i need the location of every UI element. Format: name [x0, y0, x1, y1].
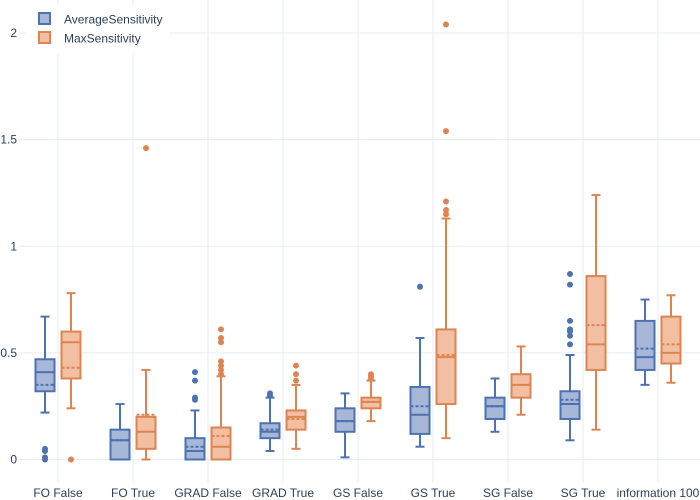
y-tick-label: 2	[10, 26, 17, 40]
box-averagesensitivity-sg-false[interactable]	[484, 377, 506, 433]
outlier-point[interactable]	[293, 377, 299, 384]
x-tick-label: GS True	[411, 486, 456, 500]
outlier-point[interactable]	[218, 334, 224, 341]
box-iqr	[634, 319, 656, 371]
box-iqr	[135, 415, 157, 450]
box-maxsensitivity-gs-true[interactable]	[435, 21, 457, 440]
outlier-point[interactable]	[417, 283, 423, 290]
y-tick-label: 1	[10, 239, 17, 253]
box-maxsensitivity-information-100[interactable]	[660, 294, 682, 384]
outlier-point[interactable]	[293, 362, 299, 369]
box-iqr	[510, 373, 532, 399]
x-tick-label: SG True	[561, 486, 606, 500]
box-maxsensitivity-fo-false[interactable]	[60, 292, 82, 463]
x-tick-label: SG False	[483, 486, 533, 500]
box-iqr	[285, 409, 307, 431]
outlier-point[interactable]	[443, 21, 449, 28]
x-tick-label: information 100	[617, 486, 700, 500]
box-averagesensitivity-grad-true[interactable]	[259, 390, 281, 452]
box-averagesensitivity-gs-true[interactable]	[409, 283, 431, 448]
outlier-point[interactable]	[293, 371, 299, 378]
outlier-point[interactable]	[42, 454, 48, 461]
y-axis-ticks: 0 0.5 1 1.5 2	[0, 26, 17, 467]
box-maxsensitivity-fo-true[interactable]	[135, 145, 157, 461]
outlier-point[interactable]	[218, 366, 224, 373]
outlier-point[interactable]	[368, 371, 374, 378]
box-iqr	[34, 358, 56, 393]
legend-label-max-sensitivity[interactable]: MaxSensitivity	[64, 32, 141, 46]
x-tick-label: GS False	[333, 486, 383, 500]
legend-label-average-sensitivity[interactable]: AverageSensitivity	[64, 13, 163, 27]
y-tick-label: 0	[10, 453, 17, 467]
outlier-point[interactable]	[267, 390, 273, 397]
box-groups	[34, 21, 682, 463]
box-maxsensitivity-gs-false[interactable]	[360, 371, 382, 423]
outlier-point[interactable]	[567, 326, 573, 333]
x-tick-label: FO True	[111, 486, 155, 500]
x-tick-label: GRAD False	[174, 486, 242, 500]
outlier-point[interactable]	[443, 198, 449, 205]
y-tick-label: 1.5	[0, 133, 17, 147]
outlier-point[interactable]	[443, 128, 449, 135]
outlier-point[interactable]	[218, 358, 224, 365]
grid-lines	[19, 0, 700, 483]
x-axis-ticks: FO False FO True GRAD False GRAD True GS Fal…	[33, 486, 699, 500]
outlier-point[interactable]	[42, 445, 48, 452]
outlier-point[interactable]	[218, 371, 224, 378]
box-iqr	[184, 437, 206, 461]
outlier-point[interactable]	[68, 456, 74, 463]
x-tick-label: FO False	[33, 486, 83, 500]
legend-swatch-average-sensitivity[interactable]	[38, 12, 51, 25]
box-averagesensitivity-sg-true[interactable]	[559, 270, 581, 442]
outlier-point[interactable]	[192, 394, 198, 401]
outlier-point[interactable]	[443, 206, 449, 213]
box-maxsensitivity-sg-true[interactable]	[585, 194, 607, 431]
box-iqr	[484, 396, 506, 420]
box-iqr	[60, 330, 82, 380]
box-iqr	[109, 428, 131, 461]
outlier-point[interactable]	[218, 339, 224, 346]
outlier-point[interactable]	[443, 211, 449, 218]
box-maxsensitivity-grad-false[interactable]	[210, 326, 232, 461]
x-tick-label: GRAD True	[252, 486, 314, 500]
box-iqr	[259, 422, 281, 440]
legend-swatch-max-sensitivity[interactable]	[38, 31, 51, 44]
box-iqr	[334, 407, 356, 433]
outlier-point[interactable]	[192, 377, 198, 384]
outlier-point[interactable]	[567, 281, 573, 288]
box-averagesensitivity-fo-true[interactable]	[109, 403, 131, 461]
box-averagesensitivity-information-100[interactable]	[634, 298, 656, 386]
outlier-point[interactable]	[218, 362, 224, 369]
outlier-point[interactable]	[218, 326, 224, 333]
outlier-point[interactable]	[567, 341, 573, 348]
box-iqr	[559, 390, 581, 420]
outlier-point[interactable]	[567, 332, 573, 339]
box-iqr	[360, 396, 382, 410]
outlier-point[interactable]	[192, 369, 198, 376]
box-averagesensitivity-grad-false[interactable]	[184, 369, 206, 461]
box-averagesensitivity-fo-false[interactable]	[34, 315, 56, 463]
box-iqr	[660, 315, 682, 365]
box-iqr	[435, 328, 457, 406]
outlier-point[interactable]	[143, 145, 149, 152]
box-iqr	[210, 426, 232, 461]
y-tick-label: 0.5	[0, 346, 17, 360]
box-iqr	[409, 385, 431, 435]
box-averagesensitivity-gs-false[interactable]	[334, 392, 356, 459]
legend: AverageSensitivity MaxSensitivity	[25, 5, 169, 53]
outlier-point[interactable]	[567, 317, 573, 324]
box-iqr	[585, 275, 607, 371]
box-maxsensitivity-grad-true[interactable]	[285, 362, 307, 450]
box-maxsensitivity-sg-false[interactable]	[510, 345, 532, 416]
outlier-point[interactable]	[567, 270, 573, 277]
